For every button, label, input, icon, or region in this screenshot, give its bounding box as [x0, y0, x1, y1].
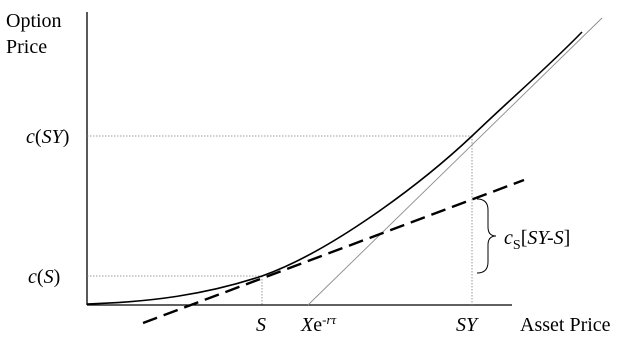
y-tick-label-c-s: c(S)	[28, 266, 60, 288]
x-axis-title: Asset Price	[520, 314, 611, 336]
brace-label: cS[SY-S]	[504, 227, 570, 253]
x-tick-label-s: S	[256, 314, 266, 336]
option-price-curve	[86, 31, 583, 305]
y-axis-title-line2: Price	[6, 36, 47, 58]
y-tick-label-c-sy: c(SY)	[26, 126, 69, 148]
y-axis-title-line1: Option	[6, 10, 62, 32]
x-tick-label-strike: Xe-rτ	[300, 312, 337, 336]
tangent-line	[142, 178, 525, 325]
x-tick-label-sy: SY	[456, 314, 479, 336]
curly-brace	[476, 198, 497, 274]
intrinsic-value-line	[307, 17, 603, 306]
